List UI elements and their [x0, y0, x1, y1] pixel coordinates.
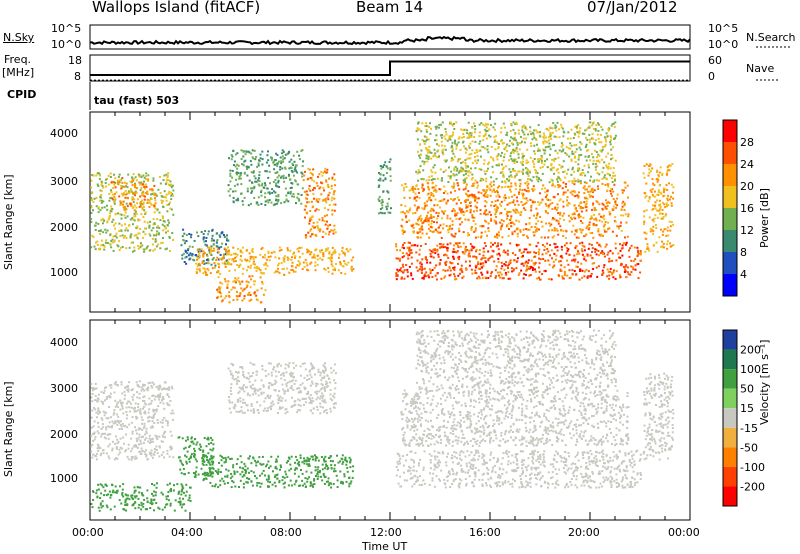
colorbar-swatch: [723, 142, 737, 164]
heatmap-region-0: [90, 172, 175, 253]
heatmap-region-11: [642, 163, 675, 253]
heatmap-region-5: [227, 149, 305, 207]
heatmap-region-10: [415, 121, 617, 184]
power-ytick-3000: 3000: [50, 175, 78, 188]
heatmap-region-0: [90, 380, 175, 461]
heatmap-region-1: [90, 482, 192, 512]
colorbar-tick-label: -200: [740, 480, 765, 493]
freq-panel: [89, 54, 780, 82]
colorbar-swatch: [723, 186, 737, 208]
colorbar-tick-label: 16: [740, 202, 754, 215]
heatmap-region-6: [302, 167, 337, 239]
colorbar-swatch: [723, 252, 737, 274]
heatmap-region-2: [177, 436, 215, 480]
colorbar-tick-label: 15: [740, 402, 754, 415]
colorbar-tick-label: 200: [740, 344, 761, 357]
heatmap-region-4: [227, 361, 337, 415]
xaxis-label: Time UT: [362, 540, 408, 553]
heatmap-region-3: [195, 246, 355, 276]
beam-title: Beam 14: [356, 0, 424, 16]
colorbar-swatch: [723, 369, 737, 389]
noise-series: [89, 35, 691, 46]
heatmap-region-1: [110, 177, 157, 212]
nsky-label: N.Sky: [3, 31, 35, 44]
noise-right-tick-bottom: 10^0: [708, 38, 739, 51]
colorbar-tick-label: 8: [740, 246, 747, 259]
colorbar-swatch: [723, 274, 737, 296]
station-title: Wallops Island (fitACF): [92, 0, 261, 16]
velocity-colorbar: 200 100 50 15 -15 -50 -100 -200: [722, 329, 765, 507]
date-title: 07/Jan/2012: [587, 0, 678, 16]
heatmap-region-7: [415, 329, 617, 392]
heatmap-region-8: [642, 372, 675, 461]
colorbar-tick-label: 20: [740, 180, 754, 193]
colorbar-swatch: [723, 330, 737, 350]
cpid-label: CPID: [7, 88, 37, 101]
power-ytick-4000: 4000: [50, 127, 78, 140]
freq-right-tick-bottom: 0: [708, 70, 715, 83]
colorbar-swatch: [723, 230, 737, 252]
colorbar-swatch: [723, 408, 737, 428]
colorbar-tick-label: 50: [740, 383, 754, 396]
colorbar-tick-label: 100: [740, 363, 761, 376]
noise-right-tick-top: 10^5: [708, 22, 739, 35]
colorbar-tick-label: 24: [740, 158, 754, 171]
noise-left-tick-bottom: 10^0: [51, 38, 82, 51]
heatmap-region-5: [395, 449, 642, 489]
power-ytick-2000: 2000: [50, 221, 78, 234]
xtick-6: 00:00: [668, 526, 700, 539]
xtick-5: 20:00: [568, 526, 600, 539]
heatmap-region-7: [377, 158, 392, 215]
heatmap-region-6: [400, 389, 630, 447]
power-panel: [89, 111, 691, 313]
colorbar-swatch: [723, 208, 737, 230]
colorbar-swatch: [723, 427, 737, 448]
noise-left-tick-top: 10^5: [51, 22, 82, 35]
freq-series: [90, 60, 690, 77]
xtick-1: 04:00: [171, 526, 203, 539]
power-colorbar: 28 24 20 16 12 8 4: [722, 119, 754, 297]
colorbar-tick-label: -100: [740, 461, 765, 474]
colorbar-tick-label: 4: [740, 268, 747, 281]
colorbar-tick-label: 28: [740, 136, 754, 149]
colorbar-swatch: [723, 120, 737, 142]
colorbar-swatch: [723, 466, 737, 487]
heatmap-region-3: [202, 454, 355, 489]
power-ytick-1000: 1000: [50, 266, 78, 279]
freq-left-tick-top: 18: [68, 54, 82, 67]
colorbar-tick-label: -50: [740, 441, 758, 454]
colorbar-swatch: [723, 388, 737, 409]
freq-label: Freq.: [4, 53, 32, 66]
freq-left-tick-bottom: 8: [74, 70, 81, 83]
nsearch-label: N.Search: [746, 31, 796, 44]
xtick-3: 12:00: [370, 526, 402, 539]
velocity-panel: [89, 319, 691, 521]
heatmap-region-9: [400, 181, 630, 239]
noise-panel: [89, 24, 790, 50]
colorbar-tick-label: -15: [740, 422, 758, 435]
velocity-ytick-1000: 1000: [50, 472, 78, 485]
cpid-value: tau (fast) 503: [94, 94, 180, 107]
freq-unit-label: [MHz]: [2, 66, 35, 79]
colorbar-swatch: [723, 164, 737, 186]
freq-right-tick-top: 60: [708, 54, 722, 67]
xtick-4: 16:00: [469, 526, 501, 539]
colorbar-swatch: [723, 349, 737, 370]
xtick-2: 08:00: [270, 526, 302, 539]
nave-label: Nave: [746, 62, 775, 75]
velocity-ytick-3000: 3000: [50, 382, 78, 395]
colorbar-tick-label: 12: [740, 224, 754, 237]
heatmap-region-4: [216, 275, 267, 304]
colorbar-swatch: [723, 486, 737, 506]
heatmap-region-8: [395, 241, 642, 281]
colorbar-swatch: [723, 447, 737, 467]
velocity-ytick-4000: 4000: [50, 336, 78, 349]
xtick-0: 00:00: [72, 526, 104, 539]
velocity-ytick-2000: 2000: [50, 428, 78, 441]
